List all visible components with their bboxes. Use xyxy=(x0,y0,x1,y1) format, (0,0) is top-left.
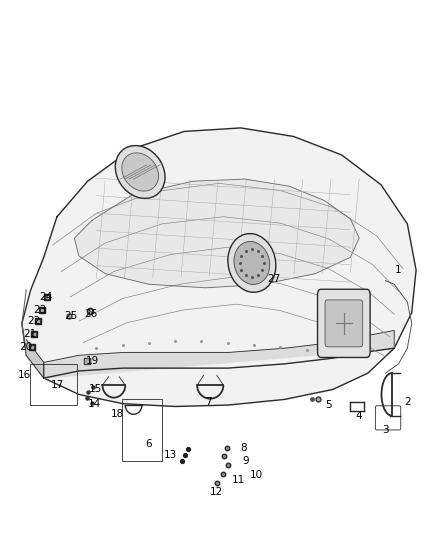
Text: 2: 2 xyxy=(404,397,411,407)
Polygon shape xyxy=(44,330,394,378)
Ellipse shape xyxy=(122,153,159,191)
Bar xyxy=(30,364,77,405)
Text: 12: 12 xyxy=(210,487,223,497)
Text: 16: 16 xyxy=(18,370,31,380)
Text: 27: 27 xyxy=(267,273,280,284)
Text: 17: 17 xyxy=(50,380,64,390)
Text: 24: 24 xyxy=(39,292,53,302)
Text: 5: 5 xyxy=(325,400,332,410)
Text: 10: 10 xyxy=(250,470,263,480)
Text: 14: 14 xyxy=(88,399,101,409)
Text: 4: 4 xyxy=(356,411,363,421)
Polygon shape xyxy=(74,179,359,288)
Text: 21: 21 xyxy=(23,329,36,339)
Text: 26: 26 xyxy=(85,309,98,319)
Ellipse shape xyxy=(115,146,165,198)
Text: 13: 13 xyxy=(163,450,177,460)
Text: 9: 9 xyxy=(242,456,249,465)
Text: 11: 11 xyxy=(232,475,245,484)
FancyBboxPatch shape xyxy=(325,300,363,347)
Text: 15: 15 xyxy=(89,384,102,394)
Text: 3: 3 xyxy=(382,425,389,435)
Text: 19: 19 xyxy=(85,356,99,366)
Text: 1: 1 xyxy=(395,265,402,275)
Text: 23: 23 xyxy=(34,305,47,315)
Polygon shape xyxy=(26,340,44,378)
Text: 6: 6 xyxy=(145,439,152,449)
Text: 22: 22 xyxy=(28,316,41,326)
Ellipse shape xyxy=(228,233,276,292)
Text: 25: 25 xyxy=(64,311,78,321)
Bar xyxy=(122,399,162,461)
FancyBboxPatch shape xyxy=(318,289,370,358)
Text: 7: 7 xyxy=(205,397,212,407)
Text: 20: 20 xyxy=(20,342,33,352)
Text: 8: 8 xyxy=(240,443,247,453)
Text: 18: 18 xyxy=(111,409,124,418)
Polygon shape xyxy=(22,128,416,407)
Ellipse shape xyxy=(234,241,270,285)
